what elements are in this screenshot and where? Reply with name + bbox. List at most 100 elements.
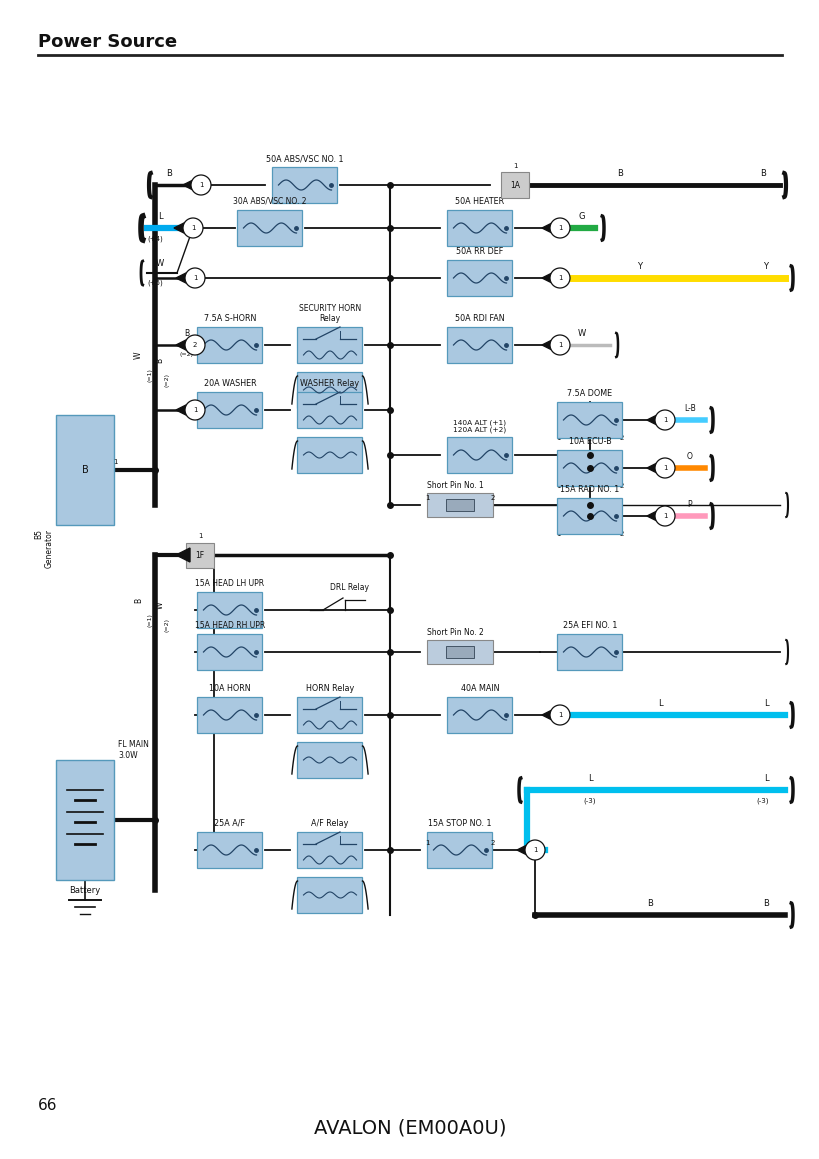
Text: W: W bbox=[156, 602, 165, 608]
FancyBboxPatch shape bbox=[427, 832, 492, 868]
Circle shape bbox=[654, 506, 674, 526]
Text: 1: 1 bbox=[532, 847, 536, 853]
Text: 10A ECU-B: 10A ECU-B bbox=[568, 437, 611, 446]
Text: WASHER Relay: WASHER Relay bbox=[300, 379, 359, 388]
Polygon shape bbox=[183, 178, 197, 192]
Text: 15A HEAD RH UPR: 15A HEAD RH UPR bbox=[195, 621, 265, 630]
FancyBboxPatch shape bbox=[297, 877, 362, 913]
Text: SECURITY HORN
Relay: SECURITY HORN Relay bbox=[298, 304, 360, 323]
Text: FL MAIN
3.0W: FL MAIN 3.0W bbox=[118, 741, 149, 759]
FancyBboxPatch shape bbox=[446, 500, 473, 511]
FancyBboxPatch shape bbox=[56, 415, 114, 525]
Text: 1: 1 bbox=[192, 275, 197, 280]
Circle shape bbox=[524, 840, 545, 860]
Text: (-3): (-3) bbox=[583, 797, 595, 803]
Text: (-3): (-3) bbox=[756, 797, 768, 803]
Polygon shape bbox=[541, 338, 555, 352]
Text: 1: 1 bbox=[555, 531, 559, 537]
FancyBboxPatch shape bbox=[447, 437, 512, 473]
Text: Battery: Battery bbox=[70, 885, 101, 895]
FancyBboxPatch shape bbox=[186, 542, 214, 568]
Polygon shape bbox=[646, 509, 660, 523]
Text: B: B bbox=[646, 899, 652, 907]
FancyBboxPatch shape bbox=[197, 697, 262, 732]
Polygon shape bbox=[176, 271, 190, 285]
FancyBboxPatch shape bbox=[297, 697, 362, 732]
Text: P: P bbox=[687, 500, 691, 509]
Text: 66: 66 bbox=[38, 1098, 57, 1113]
Text: 20A WASHER: 20A WASHER bbox=[203, 379, 256, 388]
Text: 2: 2 bbox=[619, 435, 623, 442]
Text: 1: 1 bbox=[424, 495, 428, 501]
FancyBboxPatch shape bbox=[272, 167, 337, 203]
Text: 2: 2 bbox=[491, 840, 495, 846]
Circle shape bbox=[550, 218, 569, 238]
Text: Short Pin No. 1: Short Pin No. 1 bbox=[427, 481, 483, 490]
Text: AVALON (EM00A0U): AVALON (EM00A0U) bbox=[314, 1118, 505, 1137]
Text: L-B: L-B bbox=[683, 404, 695, 413]
Text: B: B bbox=[166, 169, 172, 178]
Text: 2: 2 bbox=[491, 495, 495, 501]
Text: 1: 1 bbox=[424, 840, 428, 846]
Text: L: L bbox=[763, 774, 768, 783]
Text: 1: 1 bbox=[197, 533, 202, 539]
Polygon shape bbox=[541, 271, 555, 285]
Polygon shape bbox=[646, 413, 660, 427]
Polygon shape bbox=[646, 461, 660, 475]
Text: 1: 1 bbox=[198, 182, 203, 188]
Text: 1: 1 bbox=[557, 712, 562, 717]
Text: 25A A/F: 25A A/F bbox=[215, 819, 245, 828]
Text: Power Source: Power Source bbox=[38, 32, 177, 51]
Text: (=2): (=2) bbox=[165, 618, 170, 632]
FancyBboxPatch shape bbox=[197, 327, 262, 363]
Text: 15A STOP NO. 1: 15A STOP NO. 1 bbox=[428, 819, 491, 828]
FancyBboxPatch shape bbox=[447, 210, 512, 246]
FancyBboxPatch shape bbox=[197, 832, 262, 868]
FancyBboxPatch shape bbox=[447, 697, 512, 732]
Text: B: B bbox=[762, 899, 768, 907]
FancyBboxPatch shape bbox=[238, 210, 302, 246]
Polygon shape bbox=[176, 338, 190, 352]
FancyBboxPatch shape bbox=[427, 493, 492, 517]
FancyBboxPatch shape bbox=[56, 760, 114, 880]
Text: 30A ABS/VSC NO. 2: 30A ABS/VSC NO. 2 bbox=[233, 197, 306, 206]
Text: Y: Y bbox=[762, 262, 767, 271]
FancyBboxPatch shape bbox=[297, 327, 362, 363]
Text: 50A ABS/VSC NO. 1: 50A ABS/VSC NO. 1 bbox=[266, 154, 343, 163]
Text: L: L bbox=[157, 212, 162, 221]
Text: B: B bbox=[82, 465, 88, 475]
FancyBboxPatch shape bbox=[197, 634, 262, 670]
Text: 1: 1 bbox=[191, 225, 195, 231]
FancyBboxPatch shape bbox=[557, 402, 622, 438]
Text: 1A: 1A bbox=[509, 181, 519, 190]
Circle shape bbox=[191, 175, 210, 195]
Text: B: B bbox=[617, 169, 622, 178]
Text: G: G bbox=[578, 212, 585, 221]
FancyBboxPatch shape bbox=[447, 327, 512, 363]
Text: W: W bbox=[156, 258, 164, 268]
FancyBboxPatch shape bbox=[557, 634, 622, 670]
Text: 1: 1 bbox=[662, 513, 667, 519]
Text: 1: 1 bbox=[557, 342, 562, 348]
FancyBboxPatch shape bbox=[557, 450, 622, 486]
Polygon shape bbox=[541, 708, 555, 722]
Text: B: B bbox=[133, 597, 143, 603]
Text: 1: 1 bbox=[555, 435, 559, 442]
Text: L: L bbox=[763, 699, 768, 708]
Text: B: B bbox=[156, 357, 165, 363]
FancyBboxPatch shape bbox=[427, 640, 492, 664]
Text: HORN Relay: HORN Relay bbox=[305, 684, 354, 693]
Text: (=2): (=2) bbox=[180, 352, 194, 357]
Text: Y: Y bbox=[636, 262, 642, 271]
Text: L: L bbox=[587, 774, 591, 783]
Text: DRL Relay: DRL Relay bbox=[330, 583, 369, 592]
FancyBboxPatch shape bbox=[297, 392, 362, 428]
Text: (=1): (=1) bbox=[147, 369, 152, 382]
FancyBboxPatch shape bbox=[297, 372, 362, 408]
Text: B: B bbox=[184, 329, 189, 338]
Text: B5
Generator: B5 Generator bbox=[34, 529, 54, 568]
Circle shape bbox=[654, 458, 674, 478]
FancyBboxPatch shape bbox=[297, 437, 362, 473]
Circle shape bbox=[185, 400, 205, 420]
Text: A/F Relay: A/F Relay bbox=[311, 819, 348, 828]
